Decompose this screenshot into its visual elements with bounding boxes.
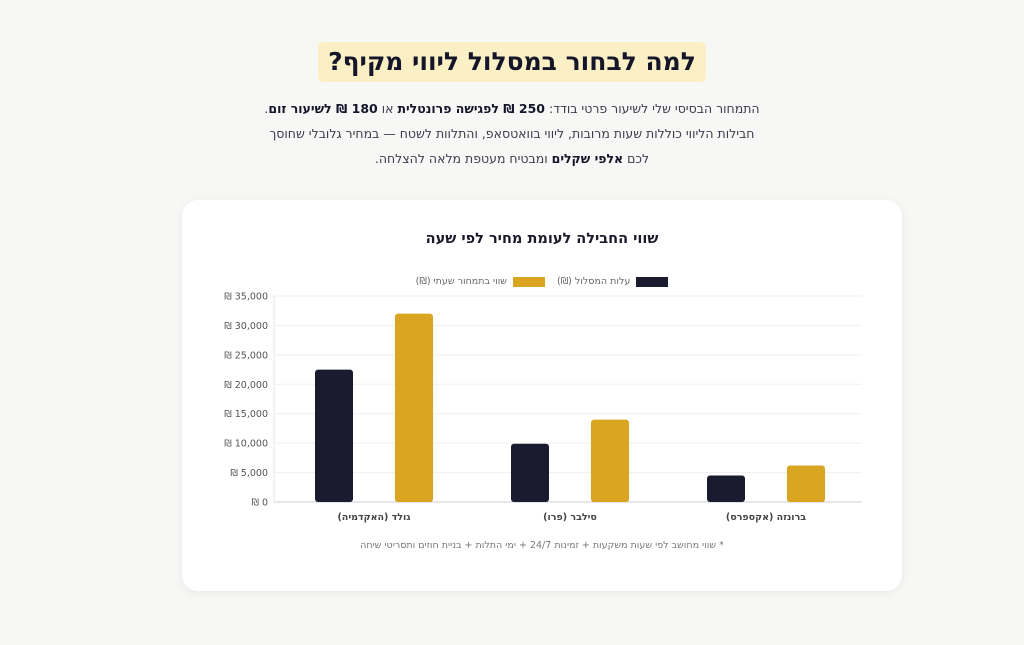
bar — [395, 313, 433, 502]
intro-text: התמחור הבסיסי שלי לשיעור פרטי בודד: 250 … — [262, 96, 762, 171]
y-tick-label: ₪ 25,000 — [224, 350, 268, 361]
x-tick-label: סילבר (פרו) — [543, 512, 597, 523]
bar-chart: ₪ 0 ₪ 5,000 ₪ 10,000 ₪ 15,000 ₪ 20,000 ₪ 25,0… — [224, 292, 862, 523]
intro-bold-savings: אלפי שקלים — [551, 151, 624, 166]
legend-swatch-value — [513, 276, 546, 287]
y-tick-label: ₪ 10,000 — [224, 439, 268, 450]
intro-bold-zoom: 180 ₪ לשיעור זום — [268, 101, 378, 116]
y-tick-label: ₪ 0 — [251, 498, 268, 509]
page-title: למה לבחור במסלול ליווי מקיף? — [318, 42, 706, 82]
chart-card: שווי החבילה לעומת מחיר לפי שעה עלות המסל… — [182, 200, 902, 591]
y-tick-label: ₪ 35,000 — [224, 292, 268, 303]
chart-legend: עלות המסלול (₪) שווי בתמחור שעתי (₪) — [182, 276, 902, 287]
legend-label-cost: עלות המסלול (₪) — [557, 276, 631, 287]
intro-part: או — [377, 101, 398, 116]
bar — [315, 369, 353, 502]
intro-part: . חבילות הליווי כוללות שעות מרובות, ליוו… — [264, 101, 755, 166]
bar — [707, 475, 745, 502]
bar — [591, 419, 629, 502]
bar — [787, 465, 825, 502]
x-tick-label: ברונזה (אקספרס) — [726, 512, 806, 523]
y-tick-label: ₪ 20,000 — [224, 380, 268, 391]
y-tick-label: ₪ 30,000 — [224, 321, 268, 332]
intro-bold-frontal: 250 ₪ לפגישה פרונטלית — [397, 101, 545, 116]
legend-item-value[interactable]: שווי בתמחור שעתי (₪) — [415, 276, 546, 287]
legend-swatch-cost — [636, 276, 669, 287]
x-tick-label: גולד (האקדמיה) — [337, 512, 410, 523]
bar — [511, 443, 549, 502]
chart-footnote: * שווי מחושב לפי שעות משקעות + זמינות 24… — [360, 540, 724, 551]
intro-part: התמחור הבסיסי שלי לשיעור פרטי בודד: — [544, 101, 760, 116]
legend-label-value: שווי בתמחור שעתי (₪) — [415, 276, 508, 287]
y-tick-label: ₪ 5,000 — [230, 468, 268, 479]
y-tick-label: ₪ 15,000 — [224, 409, 268, 420]
legend-item-cost[interactable]: עלות המסלול (₪) — [557, 276, 669, 287]
intro-part: ומבטיח מעטפת מלאה להצלחה. — [374, 151, 552, 166]
chart-title: שווי החבילה לעומת מחיר לפי שעה — [425, 231, 659, 247]
